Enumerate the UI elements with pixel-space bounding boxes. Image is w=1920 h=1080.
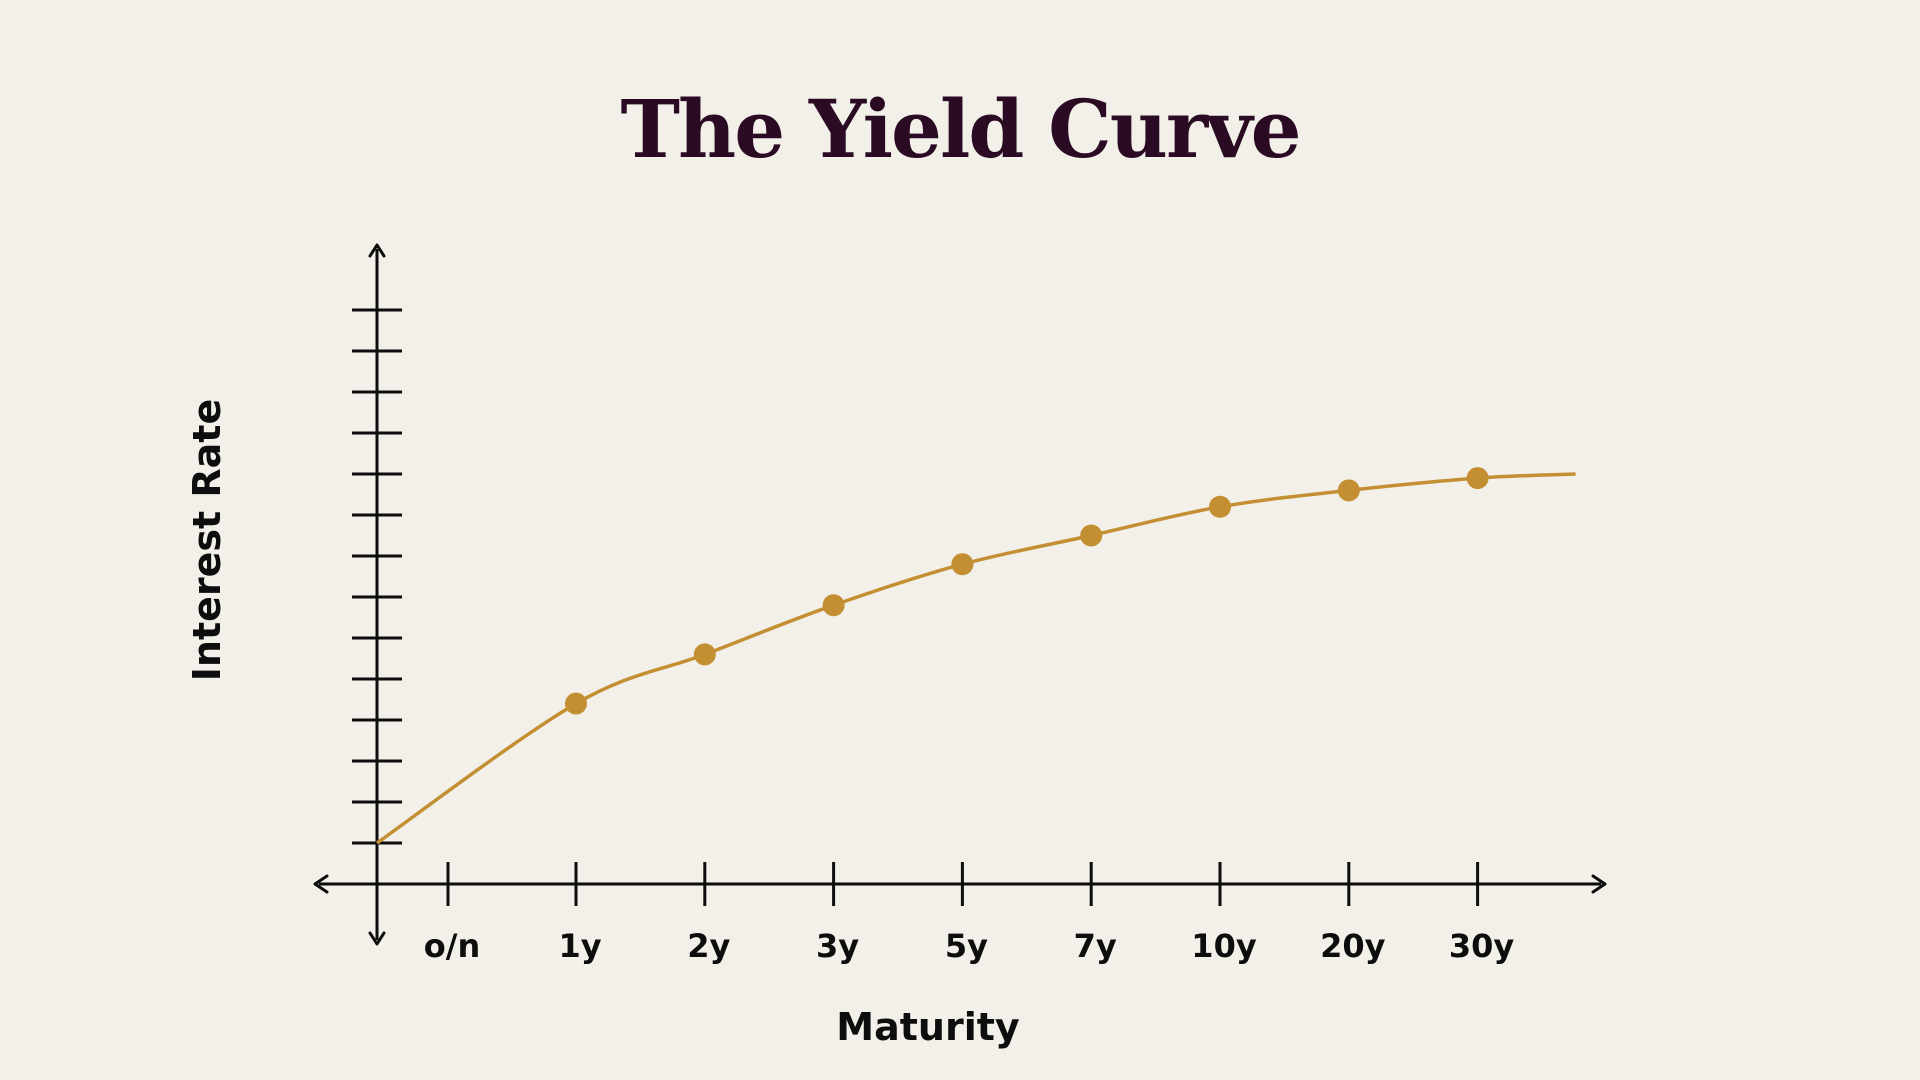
data-points (565, 467, 1489, 715)
x-tick-label: 3y (816, 927, 859, 965)
x-axis-title: Maturity (836, 1005, 1020, 1049)
x-tick-label: 7y (1074, 927, 1117, 965)
y-axis-arrow-down (368, 931, 386, 946)
x-tick-label: 10y (1191, 927, 1257, 965)
x-tick-label: 2y (687, 927, 730, 965)
x-tick-label: 5y (945, 927, 988, 965)
x-tick-label: o/n (424, 927, 480, 965)
data-point (693, 643, 716, 666)
yield-curve-line (375, 472, 1576, 845)
data-point (1466, 467, 1489, 490)
data-point (565, 692, 587, 715)
chart-title: The Yield Curve (620, 82, 1302, 176)
data-point (822, 594, 845, 617)
x-ticks (446, 862, 1480, 906)
axes (313, 243, 1607, 946)
data-point (951, 553, 974, 576)
x-tick-labels: o/n 1y 2y 3y 5y 7y 10y 20y 30y (424, 927, 1515, 965)
data-point (1337, 479, 1360, 502)
y-ticks (352, 308, 402, 845)
x-axis-arrow-right (1591, 874, 1607, 894)
data-point (1209, 495, 1231, 518)
y-axis-title: Interest Rate (185, 399, 229, 682)
x-tick-label: 20y (1320, 927, 1386, 965)
data-point (1080, 524, 1103, 547)
x-axis-arrow-left (313, 874, 329, 894)
x-tick-label: 30y (1449, 927, 1515, 965)
y-axis-arrow-up (368, 243, 386, 258)
x-tick-label: 1y (558, 927, 601, 965)
